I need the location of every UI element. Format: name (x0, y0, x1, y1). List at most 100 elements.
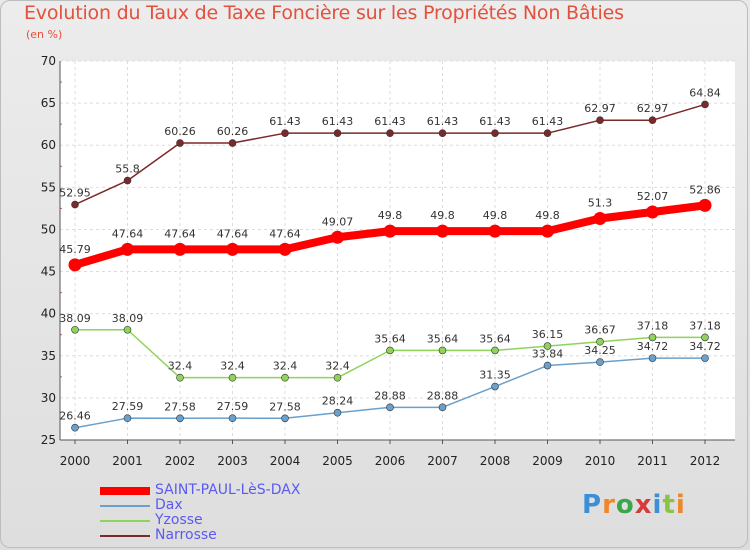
data-label: 32.4 (168, 360, 193, 373)
data-label: 47.64 (217, 227, 249, 240)
data-label: 61.43 (269, 115, 301, 128)
data-point (228, 373, 237, 382)
data-label: 27.58 (269, 400, 301, 413)
chart-legend: SAINT-PAUL-LèS-DAX Dax Yzosse Narrosse (100, 483, 300, 543)
data-point (281, 373, 289, 382)
y-tick-label: 40 (41, 307, 56, 321)
legend-label: SAINT-PAUL-LèS-DAX (155, 482, 301, 498)
data-point (331, 230, 344, 244)
data-point (68, 258, 82, 272)
data-label: 52.86 (689, 183, 721, 196)
data-label: 38.09 (112, 312, 144, 325)
data-point (386, 403, 394, 412)
x-tick-label: 2000 (60, 454, 91, 468)
y-tick-label: 65 (41, 96, 56, 110)
data-label: 60.26 (164, 125, 196, 138)
data-label: 34.25 (584, 344, 616, 357)
logo-letter: x (634, 490, 653, 520)
x-tick-label: 2008 (480, 454, 511, 468)
data-label: 28.24 (322, 395, 354, 408)
data-label: 61.43 (322, 115, 354, 128)
data-point (701, 354, 709, 362)
data-point (596, 358, 604, 366)
x-tick-label: 2010 (585, 454, 616, 468)
data-label: 28.88 (427, 389, 459, 402)
data-point (698, 198, 712, 212)
data-point (491, 346, 499, 355)
data-point (491, 382, 499, 391)
data-label: 34.72 (689, 340, 721, 353)
data-point (648, 116, 657, 125)
data-label: 49.8 (430, 209, 455, 222)
data-label: 47.64 (112, 227, 144, 240)
legend-label: Narrosse (155, 527, 217, 543)
data-label: 62.97 (584, 102, 616, 115)
data-point (71, 423, 79, 432)
data-label: 60.26 (217, 125, 249, 138)
data-point (123, 176, 132, 185)
data-point (386, 129, 394, 137)
data-label: 35.64 (479, 332, 511, 345)
data-label: 37.18 (689, 319, 721, 332)
x-tick-label: 2009 (532, 454, 563, 468)
data-point (333, 129, 342, 137)
data-label: 62.97 (637, 102, 669, 115)
x-tick-label: 2011 (637, 454, 668, 468)
data-label: 32.4 (273, 360, 298, 373)
x-tick-label: 2007 (427, 454, 458, 468)
data-point (541, 224, 554, 238)
data-point (438, 403, 447, 412)
logo-letter: P (582, 490, 603, 520)
data-label: 49.07 (322, 215, 354, 228)
data-label: 49.8 (378, 209, 403, 222)
data-label: 52.07 (637, 190, 669, 203)
x-tick-label: 2006 (375, 454, 406, 468)
data-point (648, 333, 657, 342)
data-label: 55.8 (115, 163, 140, 176)
x-tick-label: 2002 (165, 454, 196, 468)
chart-subtitle: (en %) (26, 28, 63, 41)
data-point (71, 325, 79, 334)
data-point (596, 116, 604, 125)
y-tick-label: 60 (41, 138, 56, 152)
legend-swatch (100, 534, 150, 537)
data-point (701, 333, 709, 342)
data-label: 51.3 (588, 196, 613, 209)
data-point (543, 342, 552, 350)
logo-letter: i (675, 490, 686, 520)
data-label: 27.58 (164, 400, 196, 413)
data-point (383, 224, 397, 238)
legend-swatch (100, 486, 150, 495)
data-point (596, 337, 604, 346)
x-tick-label: 2004 (270, 454, 301, 468)
data-label: 35.64 (374, 332, 406, 345)
data-point (701, 100, 709, 109)
data-point (281, 414, 289, 423)
legend-item: SAINT-PAUL-LèS-DAX (100, 483, 300, 498)
data-label: 26.46 (59, 410, 91, 423)
data-point (438, 129, 447, 137)
data-label: 52.95 (59, 187, 91, 200)
data-point (386, 346, 394, 355)
data-point (123, 325, 132, 334)
logo-letter: i (652, 490, 663, 520)
y-tick-label: 70 (41, 54, 56, 68)
data-point (123, 414, 132, 422)
legend-item: Dax (100, 498, 300, 513)
proxiti-logo: Proxiti (582, 490, 686, 520)
data-point (278, 242, 292, 256)
data-point (488, 224, 502, 238)
x-tick-label: 2003 (217, 454, 248, 468)
data-point (71, 200, 79, 209)
data-point (228, 139, 237, 147)
data-point (648, 354, 657, 362)
data-point (173, 242, 187, 256)
data-label: 61.43 (374, 115, 406, 128)
data-label: 28.88 (374, 389, 406, 402)
data-label: 35.64 (427, 332, 459, 345)
logo-letter: t (662, 490, 676, 520)
data-point (176, 373, 184, 382)
data-label: 32.4 (325, 360, 350, 373)
data-label: 27.59 (217, 400, 249, 413)
data-point (593, 211, 607, 225)
